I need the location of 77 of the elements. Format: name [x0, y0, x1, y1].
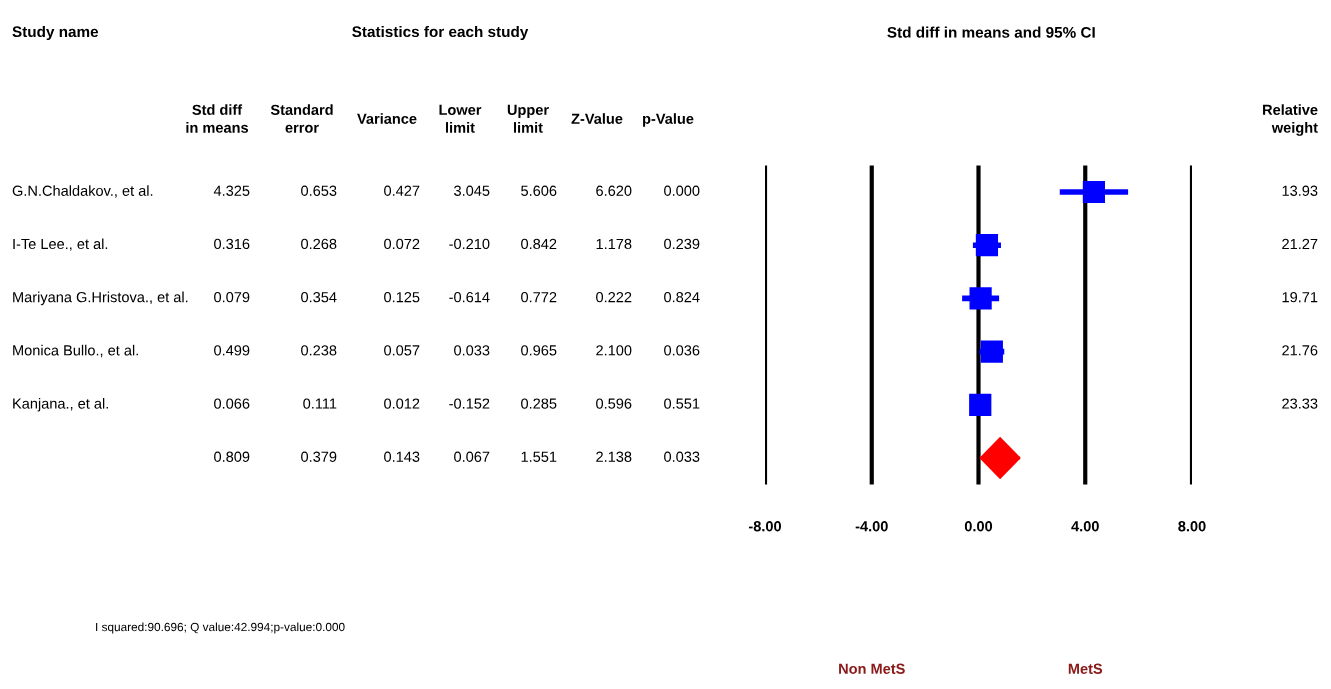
category-label: Standard error: [270, 104, 333, 133]
text: 0.033: [664, 451, 700, 462]
text: 3.045: [454, 185, 490, 196]
text: -0.152: [449, 398, 490, 409]
category-label: p-Value: [643, 113, 694, 127]
chart-title: Std diff in means and 95% CI: [887, 26, 1095, 38]
category-label: Monica Bullo., et al.: [13, 344, 138, 358]
text: 0.012: [384, 398, 420, 409]
text: 0.072: [384, 238, 420, 250]
text: 0.000: [664, 185, 700, 196]
text: 0.268: [301, 238, 337, 250]
text: 0.354: [301, 291, 337, 303]
x-tick-label: 0.00: [964, 521, 993, 532]
text: 0.551: [664, 398, 700, 409]
text: 0.036: [664, 345, 700, 356]
text: 2.100: [596, 345, 632, 356]
text: 0.143: [384, 451, 420, 462]
text: 0.057: [384, 345, 420, 356]
category-label: Z-Value: [571, 113, 623, 124]
category-label: Mariyana G.Hristova., et al.: [13, 291, 188, 306]
text: 0.379: [301, 451, 337, 462]
text: 23.33: [1282, 398, 1318, 409]
text: 0.033: [454, 345, 490, 356]
x-tick-label: 4.00: [1071, 521, 1099, 532]
text: -0.210: [449, 238, 490, 250]
text: 1.178: [596, 238, 632, 250]
text: 0.427: [384, 185, 420, 196]
point: [979, 437, 1021, 479]
text: 0.111: [303, 398, 337, 409]
x-tick-label: 8.00: [1178, 521, 1206, 532]
text: 19.71: [1282, 291, 1318, 303]
text: 0.125: [384, 291, 420, 303]
category-label: Lower limit: [439, 104, 482, 133]
category-label: Kanjana., et al.: [13, 398, 108, 412]
text: 0.772: [521, 291, 557, 303]
text: Statistics for each study: [352, 25, 529, 41]
text: -0.614: [449, 291, 490, 303]
text: MetS: [1068, 663, 1103, 674]
point: [975, 234, 999, 257]
category-label: Upper limit: [507, 104, 549, 133]
text: 0.499: [214, 345, 250, 356]
category-label: Relative weight: [1263, 104, 1318, 136]
text: 0.067: [454, 451, 490, 462]
category-label: Variance: [357, 113, 417, 124]
x-tick-label: -4.00: [855, 521, 888, 532]
text: 0.824: [664, 291, 700, 303]
text: 0.079: [214, 291, 250, 303]
text: 0.066: [214, 398, 250, 409]
point: [969, 287, 992, 310]
point: [980, 340, 1003, 363]
text: 0.809: [214, 451, 250, 462]
text: 21.76: [1282, 345, 1318, 356]
text: 21.27: [1282, 238, 1318, 249]
text: 0.238: [301, 345, 337, 356]
category-label: Std diff in means: [186, 104, 249, 133]
text: 0.842: [521, 238, 557, 250]
text: 2.138: [596, 451, 632, 462]
text: 13.93: [1282, 185, 1318, 196]
text: 0.222: [596, 291, 632, 303]
point: [969, 393, 992, 416]
text: Study name: [12, 25, 99, 41]
text: 0.596: [596, 398, 632, 409]
text: 1.551: [521, 451, 557, 462]
text: 5.606: [521, 185, 557, 196]
text: 4.325: [213, 185, 250, 196]
x-tick-label: -8.00: [748, 521, 782, 532]
text: 0.316: [214, 238, 250, 250]
category-label: I-Te Lee., et al.: [13, 238, 108, 251]
text: 0.965: [521, 345, 557, 356]
point: [1082, 180, 1106, 204]
text: I squared:90.696; Q value:42.994;p-value:0.000: [96, 622, 345, 634]
category-label: G.N.Chaldakov., et al.: [12, 185, 153, 198]
text: Non MetS: [839, 663, 905, 674]
text: 6.620: [596, 185, 632, 196]
text: 0.285: [521, 398, 557, 409]
text: 0.653: [301, 185, 337, 196]
text: 0.239: [664, 238, 700, 250]
